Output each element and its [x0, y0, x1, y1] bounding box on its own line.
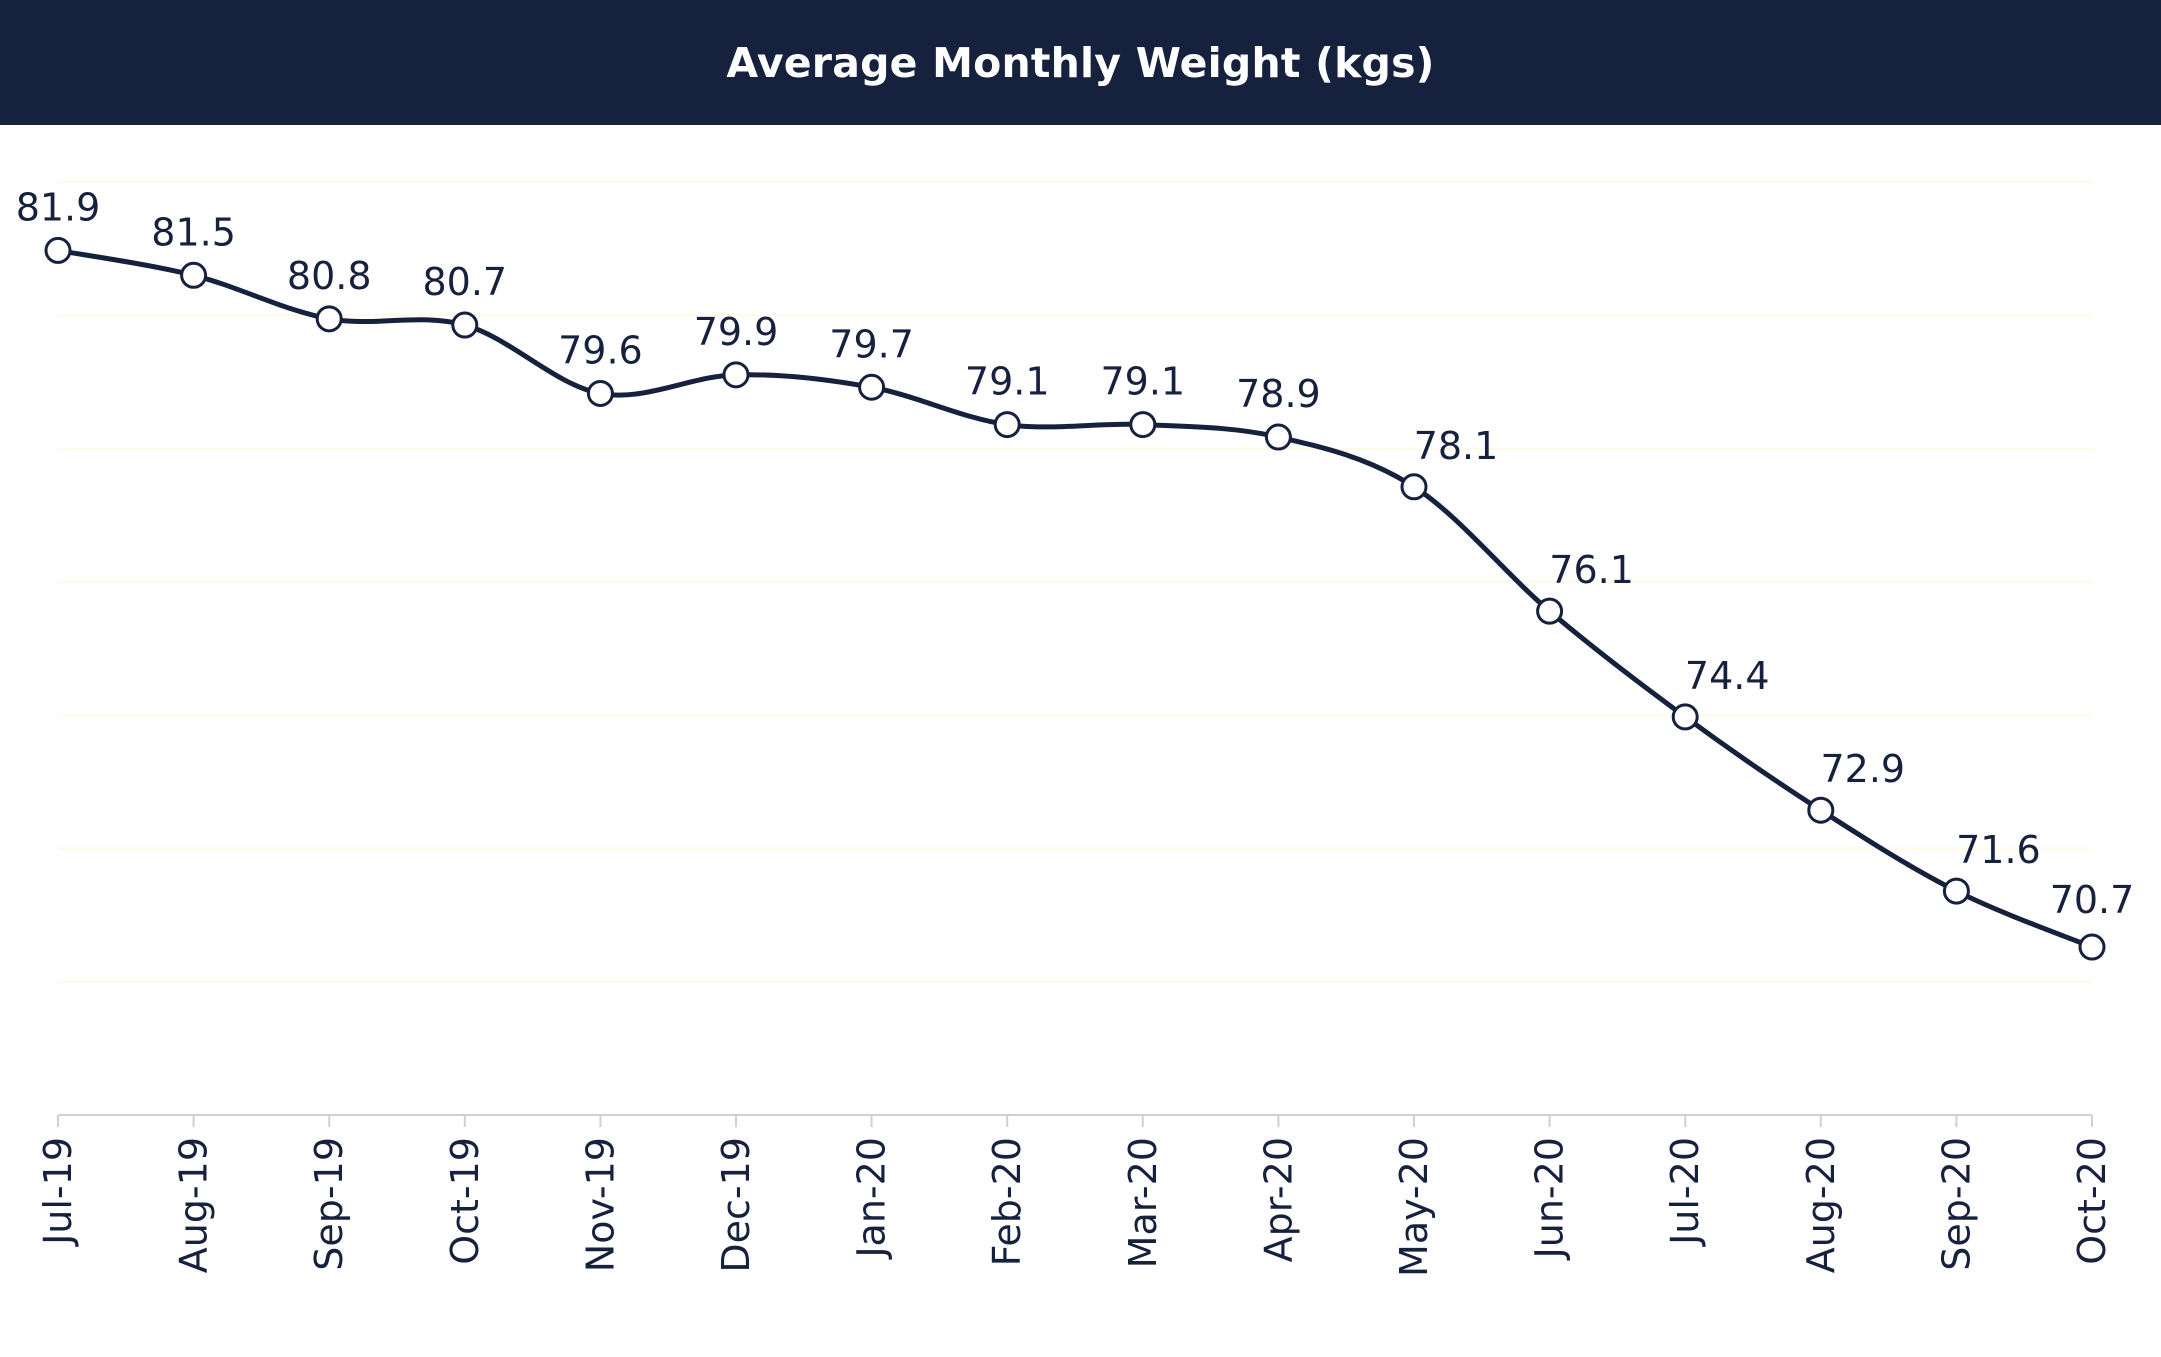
data-label: 79.7 [829, 322, 914, 366]
x-tick-label: May-20 [1392, 1137, 1436, 1277]
data-point-sep-19[interactable] [315, 305, 343, 333]
data-label: 78.1 [1414, 424, 1499, 468]
chart-title-bar: Average Monthly Weight (kgs) [0, 0, 2161, 125]
data-label: 81.5 [151, 210, 236, 254]
data-point-oct-20[interactable] [2078, 933, 2106, 961]
data-point-feb-20[interactable] [993, 411, 1021, 439]
x-tick-labels: Jul-19 Aug-19 Sep-19 Oct-19 Nov-19 Dec-19 Jan-… [36, 1137, 2114, 1277]
data-point-aug-20[interactable] [1807, 796, 1835, 824]
data-label: 80.7 [422, 260, 507, 304]
x-tick-label: Jun-20 [1528, 1137, 1572, 1260]
data-point-jun-20[interactable] [1536, 597, 1564, 625]
data-points [44, 236, 2106, 961]
data-label: 81.9 [16, 185, 101, 229]
x-tick-label: Sep-19 [307, 1137, 351, 1271]
chart-title: Average Monthly Weight (kgs) [726, 38, 1435, 87]
x-tick-label: Aug-20 [1799, 1137, 1843, 1273]
data-label: 72.9 [1820, 747, 1905, 791]
data-label: 79.6 [558, 328, 643, 372]
x-tick-label: Nov-19 [578, 1137, 622, 1272]
data-label: 79.9 [694, 310, 779, 354]
x-tick-label: Feb-20 [985, 1137, 1029, 1266]
data-point-may-20[interactable] [1400, 473, 1428, 501]
x-tick-label: Jul-19 [36, 1137, 80, 1247]
data-point-jul-20[interactable] [1671, 703, 1699, 731]
data-label: 70.7 [2050, 878, 2135, 922]
x-tick-label: Sep-20 [1934, 1137, 1978, 1271]
x-tick-label: Oct-20 [2070, 1137, 2114, 1265]
x-tick-label: Dec-19 [714, 1137, 758, 1273]
data-point-oct-19[interactable] [451, 311, 479, 339]
x-axis [57, 1114, 2093, 1127]
data-label: 79.1 [1100, 360, 1185, 404]
x-tick-label: Apr-20 [1256, 1137, 1300, 1262]
gridlines [58, 181, 2092, 983]
data-point-nov-19[interactable] [586, 379, 614, 407]
series-line-layer [55, 247, 2095, 950]
x-tick-label: Jul-20 [1663, 1137, 1707, 1247]
data-label: 74.4 [1685, 654, 1770, 698]
data-point-mar-20[interactable] [1129, 411, 1157, 439]
data-labels: 81.9 81.5 80.8 80.7 79.6 79.9 79.7 79.1 79.1 78.9… [16, 185, 2135, 922]
data-point-jul-19[interactable] [44, 236, 72, 264]
series-line [55, 247, 2095, 950]
x-tick-label: Oct-19 [443, 1137, 487, 1265]
data-label: 80.8 [287, 254, 372, 298]
data-point-dec-19[interactable] [722, 361, 750, 389]
x-tick-label: Aug-19 [172, 1137, 216, 1273]
data-label: 78.9 [1236, 372, 1321, 416]
data-label: 76.1 [1549, 548, 1634, 592]
data-label: 71.6 [1956, 828, 2041, 872]
x-tick-label: Mar-20 [1121, 1137, 1165, 1268]
data-point-aug-19[interactable] [180, 261, 208, 289]
data-label: 79.1 [965, 360, 1050, 404]
data-point-sep-20[interactable] [1942, 877, 1970, 905]
data-point-jan-20[interactable] [858, 373, 886, 401]
data-point-apr-20[interactable] [1264, 423, 1292, 451]
x-tick-label: Jan-20 [850, 1137, 894, 1260]
